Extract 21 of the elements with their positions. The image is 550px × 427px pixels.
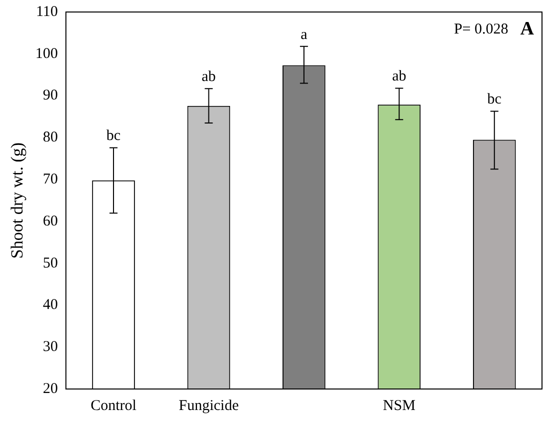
y-tick-label: 110 — [36, 4, 58, 20]
annotation: P= 0.028 — [454, 21, 508, 38]
annotation: A — [520, 18, 534, 40]
x-tick-label: Control — [90, 398, 136, 414]
y-tick-label: 90 — [42, 88, 58, 104]
y-tick-label: 50 — [42, 255, 58, 272]
data-label: bc — [487, 92, 502, 108]
y-axis-title: Shoot dry wt. (g) — [8, 142, 27, 259]
x-tick-label: Fungicide — [178, 398, 240, 414]
data-label: bc — [106, 128, 121, 144]
data-label: ab — [392, 68, 406, 85]
y-tick-label: 70 — [42, 171, 58, 188]
y-tick-label: 60 — [42, 213, 58, 230]
y-tick-label: 80 — [42, 130, 58, 146]
y-tick-label: 30 — [42, 339, 58, 356]
data-label: ab — [202, 69, 216, 86]
y-tick-label: 20 — [42, 380, 58, 397]
y-tick-label: 40 — [42, 297, 58, 314]
x-tick-label: NSM — [382, 398, 416, 414]
data-label: a — [300, 26, 308, 43]
y-tick-label: 100 — [35, 46, 58, 62]
